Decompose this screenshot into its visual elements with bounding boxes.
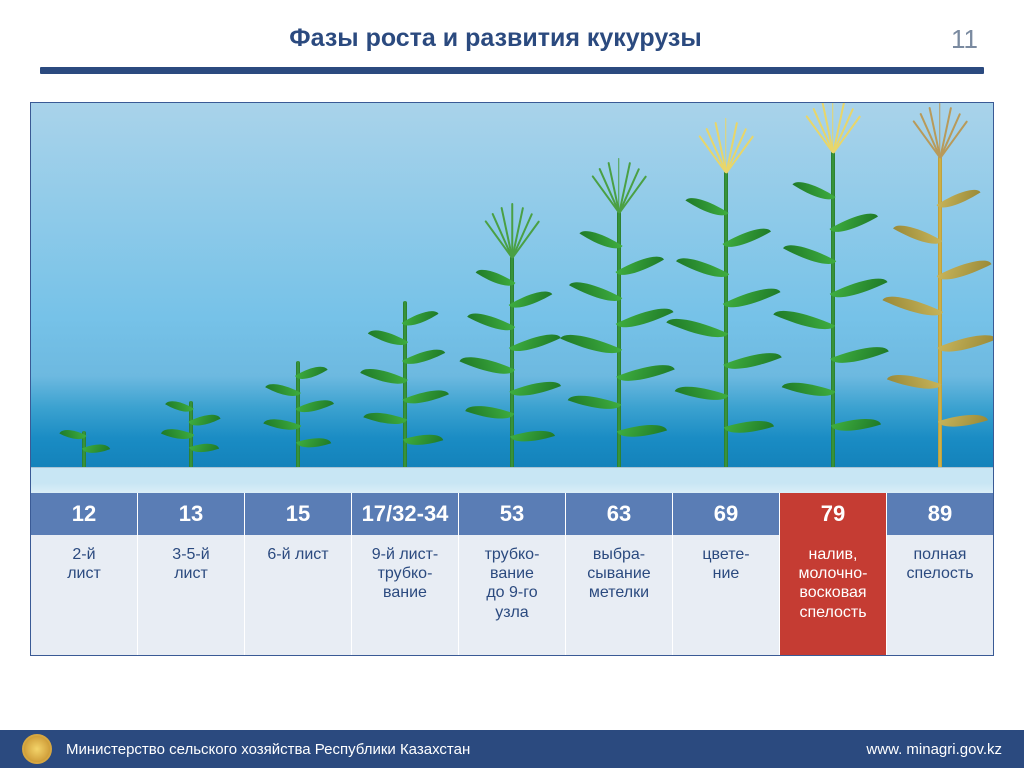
stage-label: выбра- сывание метелки [566,535,672,655]
stage-label: цвете- ние [673,535,779,655]
stage-column: 89полная спелость [887,493,993,655]
corn-plant [900,150,980,485]
stage-code: 53 [459,493,565,535]
stage-label: полная спелость [887,535,993,655]
stage-column: 53трубко- вание до 9-го узла [459,493,566,655]
corn-plant [686,165,766,485]
corn-plant [472,250,552,485]
chart-ground [31,467,993,493]
growth-chart: 122-й лист133-5-й лист156-й лист17/32-34… [30,102,994,656]
stage-code: 15 [245,493,351,535]
stage-label: 6-й лист [245,535,351,655]
chart-sky [31,103,993,493]
stage-column: 133-5-й лист [138,493,245,655]
stage-column: 17/32-349-й лист- трубко- вание [352,493,459,655]
stage-code: 12 [31,493,137,535]
stage-code: 89 [887,493,993,535]
emblem-icon [22,734,52,764]
stage-code: 17/32-34 [352,493,458,535]
stage-column: 122-й лист [31,493,138,655]
stage-code: 79 [780,493,886,535]
page-number: 11 [951,24,984,55]
stage-column: 69цвете- ние [673,493,780,655]
stage-label: налив, молочно- восковая спелость [780,535,886,655]
title-underline [40,67,984,74]
stage-label: 3-5-й лист [138,535,244,655]
corn-plant [365,295,445,485]
corn-plant [579,205,659,485]
stage-label: трубко- вание до 9-го узла [459,535,565,655]
ministry-label: Министерство сельского хозяйства Республ… [66,741,866,758]
stage-column: 156-й лист [245,493,352,655]
footer-bar: Министерство сельского хозяйства Республ… [0,730,1024,768]
stage-label: 9-й лист- трубко- вание [352,535,458,655]
stage-code: 69 [673,493,779,535]
stage-column: 79налив, молочно- восковая спелость [780,493,887,655]
stage-code: 13 [138,493,244,535]
corn-plant [258,355,338,485]
stage-label: 2-й лист [31,535,137,655]
stage-column: 63выбра- сывание метелки [566,493,673,655]
page-title: Фазы роста и развития кукурузы [40,24,951,53]
corn-plant [793,145,873,485]
stage-code: 63 [566,493,672,535]
stage-table: 122-й лист133-5-й лист156-й лист17/32-34… [31,493,993,655]
footer-url: www. minagri.gov.kz [866,741,1002,758]
